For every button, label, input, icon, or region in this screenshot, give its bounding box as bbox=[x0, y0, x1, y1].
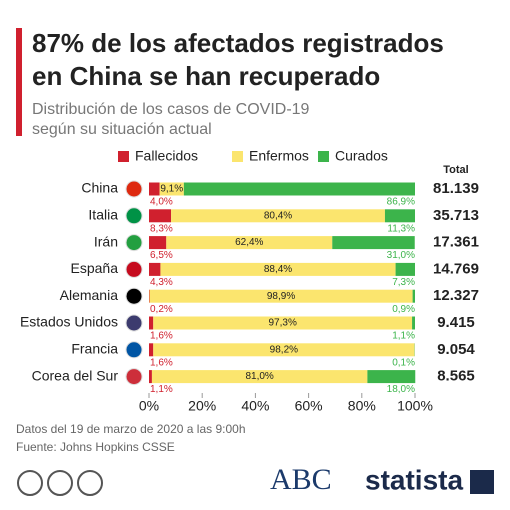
subtitle: según su situación actual bbox=[32, 121, 212, 138]
value-label: 98,9% bbox=[267, 291, 295, 302]
legend-swatch bbox=[118, 151, 129, 162]
value-label: 7,3% bbox=[392, 277, 415, 288]
flag-icon bbox=[125, 234, 143, 252]
value-label: 4,3% bbox=[150, 277, 173, 288]
total-value: 9.054 bbox=[437, 341, 475, 358]
flag-icon bbox=[125, 260, 143, 278]
bar-segment bbox=[151, 370, 368, 384]
value-label: 81,0% bbox=[245, 371, 273, 382]
note: Fuente: Johns Hopkins CSSE bbox=[16, 440, 175, 454]
legend-label: Enfermos bbox=[249, 148, 309, 164]
bar-segment bbox=[367, 370, 416, 384]
bar-segment bbox=[149, 370, 152, 384]
bar-segment bbox=[149, 316, 154, 330]
value-label: 0,1% bbox=[392, 357, 415, 368]
bar-segment bbox=[171, 209, 385, 223]
bar-segment bbox=[384, 209, 415, 223]
bar-segment bbox=[153, 343, 415, 357]
bar-segment bbox=[412, 289, 415, 303]
value-label: 11,3% bbox=[387, 223, 415, 234]
flag-icon bbox=[125, 368, 143, 386]
value-label: 98,2% bbox=[270, 344, 298, 355]
value-label: 88,4% bbox=[264, 264, 292, 275]
note: Datos del 19 de marzo de 2020 a las 9:00… bbox=[16, 422, 246, 436]
flag-icon bbox=[125, 180, 143, 198]
x-tick-label: 100% bbox=[397, 398, 433, 414]
category-label: España bbox=[71, 260, 119, 276]
bar-segment bbox=[153, 316, 413, 330]
flag-icon bbox=[125, 341, 143, 359]
value-label: 86,9% bbox=[387, 197, 415, 208]
flag-icon bbox=[125, 287, 143, 305]
value-label: 8,3% bbox=[150, 223, 173, 234]
value-label: 62,4% bbox=[235, 237, 263, 248]
value-label: 1,1% bbox=[150, 384, 173, 395]
category-label: Italia bbox=[88, 207, 118, 223]
category-label: Irán bbox=[94, 233, 118, 249]
value-label: 9,1% bbox=[160, 184, 183, 195]
legend-label: Curados bbox=[335, 148, 388, 164]
x-tick-label: 40% bbox=[241, 398, 269, 414]
chart-title: 87% de los afectados registrados bbox=[32, 28, 444, 58]
category-label: Francia bbox=[71, 341, 118, 357]
accent-bar bbox=[16, 28, 22, 136]
bar-segment bbox=[149, 343, 154, 357]
category-label: China bbox=[81, 180, 118, 196]
x-tick-label: 80% bbox=[348, 398, 376, 414]
bar-segment bbox=[395, 262, 415, 276]
value-label: 18,0% bbox=[387, 384, 415, 395]
bar-segment bbox=[149, 262, 161, 276]
bar-segment bbox=[149, 289, 150, 303]
total-value: 8.565 bbox=[437, 368, 475, 385]
flag-icon bbox=[125, 207, 143, 225]
value-label: 31,0% bbox=[387, 250, 415, 261]
bar-segment bbox=[159, 182, 184, 196]
bar-segment bbox=[149, 209, 172, 223]
total-value: 17.361 bbox=[433, 234, 479, 251]
x-tick-label: 60% bbox=[295, 398, 323, 414]
value-label: 97,3% bbox=[268, 318, 296, 329]
legend-label: Fallecidos bbox=[135, 148, 198, 164]
x-tick-label: 0% bbox=[139, 398, 159, 414]
value-label: 1,1% bbox=[392, 331, 415, 342]
brand-statista: statista bbox=[365, 464, 463, 495]
category-label: Estados Unidos bbox=[20, 314, 118, 330]
chart-title: en China se han recuperado bbox=[32, 61, 380, 91]
bar-segment bbox=[166, 236, 333, 250]
bar-segment bbox=[149, 236, 167, 250]
bar-segment bbox=[149, 182, 160, 196]
total-value: 35.713 bbox=[433, 207, 479, 224]
cc-icons bbox=[17, 470, 103, 496]
value-label: 0,9% bbox=[392, 304, 415, 315]
totals-header: Total bbox=[443, 164, 468, 176]
subtitle: Distribución de los casos de COVID-19 bbox=[32, 101, 310, 118]
bar-segment bbox=[412, 316, 415, 330]
brand-abc: ABC bbox=[270, 463, 332, 496]
value-label: 6,5% bbox=[150, 250, 173, 261]
x-tick-label: 20% bbox=[188, 398, 216, 414]
bar-segment bbox=[149, 289, 413, 303]
value-label: 1,6% bbox=[150, 357, 173, 368]
value-label: 0,2% bbox=[150, 304, 173, 315]
category-label: Alemania bbox=[60, 287, 119, 303]
total-value: 9.415 bbox=[437, 314, 475, 331]
value-label: 80,4% bbox=[264, 210, 292, 221]
bar-segment bbox=[160, 262, 396, 276]
bar-segment bbox=[183, 182, 415, 196]
value-label: 4,0% bbox=[150, 197, 173, 208]
total-value: 12.327 bbox=[433, 287, 479, 304]
legend-swatch bbox=[318, 151, 329, 162]
total-value: 81.139 bbox=[433, 180, 479, 197]
value-label: 1,6% bbox=[150, 331, 173, 342]
bar-segment bbox=[332, 236, 415, 250]
legend-swatch bbox=[232, 151, 243, 162]
category-label: Corea del Sur bbox=[32, 367, 119, 383]
total-value: 14.769 bbox=[433, 260, 479, 277]
brand-icon bbox=[470, 470, 494, 494]
flag-icon bbox=[125, 314, 143, 332]
